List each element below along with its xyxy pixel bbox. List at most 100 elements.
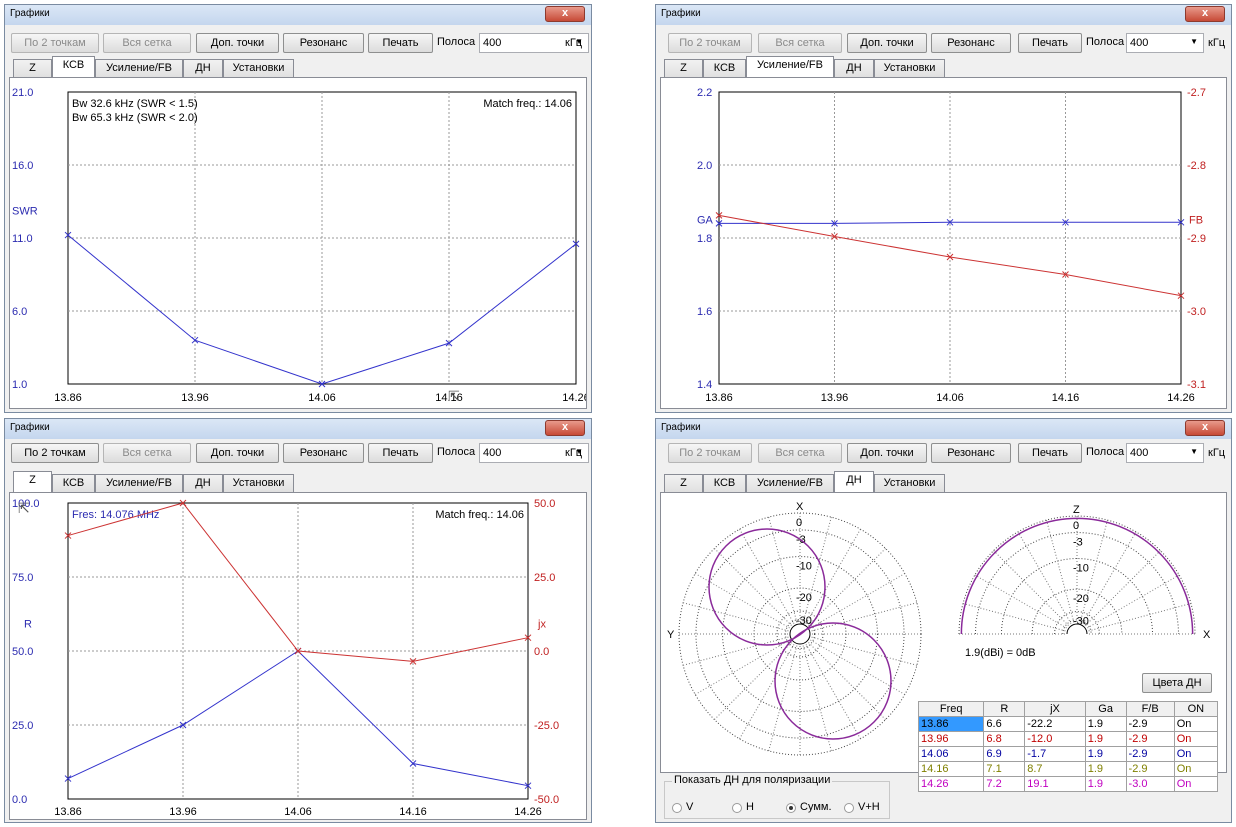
polar-spoke (714, 642, 792, 720)
tab-z[interactable]: Z (664, 59, 703, 77)
ring-label: -3 (1073, 537, 1083, 549)
chart-area: 100.0 75.0 50.0 25.0 0.0 50.0 25.0 0.0 -25.0 -50.… (9, 492, 587, 820)
table-row[interactable]: 14.26 7.2 19.1 1.9 -3.0 On (917, 776, 1219, 792)
full-grid-button[interactable]: Вся сетка (103, 443, 191, 463)
radio-v-plus-h[interactable] (844, 803, 854, 813)
radio-v-label: V (686, 801, 694, 813)
two-points-button[interactable]: По 2 точкам (668, 33, 752, 53)
radio-h[interactable] (732, 803, 742, 813)
tab-z[interactable]: Z (13, 471, 52, 492)
y-right-tick-label: 50.0 (534, 498, 555, 510)
tab-swr[interactable]: КСВ (703, 474, 746, 492)
title-bar[interactable]: Графики x (656, 419, 1231, 439)
title-bar[interactable]: Графики x (5, 419, 591, 439)
resonance-button[interactable]: Резонанс (931, 33, 1011, 53)
tab-swr[interactable]: КСВ (52, 474, 95, 492)
table-cell: 14.16 (917, 761, 985, 777)
pattern-colors-button[interactable]: Цвета ДН (1142, 673, 1212, 693)
resonance-button[interactable]: Резонанс (283, 33, 364, 53)
polar-spoke (962, 602, 1066, 632)
polar-spoke (1087, 574, 1180, 629)
table-row[interactable]: 13.96 6.8 -12.0 1.9 -2.9 On (917, 731, 1219, 747)
band-select[interactable]: 400 ▼ (479, 443, 589, 463)
chart-area: 21.0 16.0 11.0 6.0 1.0 13.86 13.96 14.06 14.16 14… (9, 77, 587, 409)
band-select[interactable]: 400 ▼ (1126, 443, 1204, 463)
full-grid-button[interactable]: Вся сетка (103, 33, 191, 53)
extra-points-button[interactable]: Доп. точки (847, 33, 927, 53)
tab-pattern[interactable]: ДН (183, 59, 223, 77)
two-points-button[interactable]: По 2 точкам (668, 443, 752, 463)
resonance-button[interactable]: Резонанс (931, 443, 1011, 463)
table-header-cell: Ga (1084, 701, 1127, 717)
tab-pattern[interactable]: ДН (834, 471, 874, 492)
close-button[interactable]: x (1185, 6, 1225, 22)
x-tick-label: 14.16 (1052, 392, 1080, 404)
window-impedance: Графики x По 2 точкам Вся сетка Доп. точк… (4, 418, 592, 823)
tab-gain-fb[interactable]: Усиление/FB (746, 474, 834, 492)
tab-swr[interactable]: КСВ (703, 59, 746, 77)
close-button[interactable]: x (545, 6, 585, 22)
tab-gain-fb[interactable]: Усиление/FB (95, 59, 183, 77)
table-cell: 6.9 (983, 746, 1026, 762)
table-row[interactable]: 14.06 6.9 -1.7 1.9 -2.9 On (917, 746, 1219, 762)
tab-z[interactable]: Z (664, 474, 703, 492)
table-row[interactable]: 14.16 7.1 8.7 1.9 -2.9 On (917, 761, 1219, 777)
polar-spoke (1082, 531, 1137, 624)
print-button[interactable]: Печать (1018, 33, 1082, 53)
print-button[interactable]: Печать (368, 33, 433, 53)
table-cell: 14.06 (917, 746, 985, 762)
table-cell: 1.9 (1084, 716, 1127, 732)
tab-pattern[interactable]: ДН (834, 59, 874, 77)
full-grid-button[interactable]: Вся сетка (758, 33, 842, 53)
extra-points-button[interactable]: Доп. точки (847, 443, 927, 463)
radio-v[interactable] (672, 803, 682, 813)
full-grid-button[interactable]: Вся сетка (758, 443, 842, 463)
data-point (572, 240, 580, 248)
radio-sum[interactable] (786, 803, 796, 813)
extra-points-button[interactable]: Доп. точки (196, 33, 279, 53)
data-point (294, 647, 302, 655)
table-header-cell: F/B (1125, 701, 1175, 717)
tab-settings[interactable]: Установки (223, 59, 294, 77)
window-title: Графики (661, 422, 701, 433)
x-tick-label: 14.06 (308, 392, 336, 404)
ring-label: -30 (1073, 616, 1089, 628)
x-tick-label: 14.06 (936, 392, 964, 404)
tab-pattern[interactable]: ДН (183, 474, 223, 492)
tab-swr[interactable]: КСВ (52, 56, 95, 77)
print-button[interactable]: Печать (368, 443, 433, 463)
tab-settings[interactable]: Установки (874, 474, 945, 492)
polar-spoke (811, 602, 918, 632)
title-bar[interactable]: Графики x (5, 5, 591, 25)
polar-spoke (1088, 602, 1192, 632)
data-point (715, 220, 723, 227)
band-select[interactable]: 400 ▼ (479, 33, 589, 53)
polar-spoke (768, 516, 798, 623)
polar-spoke (1045, 519, 1075, 623)
ring-label: -20 (796, 592, 812, 604)
print-button[interactable]: Печать (1018, 443, 1082, 463)
close-button[interactable]: x (545, 420, 585, 436)
band-label: Полоса (1086, 36, 1125, 48)
tab-settings[interactable]: Установки (874, 59, 945, 77)
band-select[interactable]: 400 ▼ (1126, 33, 1204, 53)
tab-gain-fb[interactable]: Усиление/FB (95, 474, 183, 492)
data-point (64, 532, 72, 539)
close-button[interactable]: x (1185, 420, 1225, 436)
table-cell: 6.6 (983, 716, 1026, 732)
title-bar[interactable]: Графики x (656, 5, 1231, 25)
table-cell: On (1173, 746, 1219, 762)
mouse-cursor-icon: ⇱ (18, 500, 30, 516)
extra-points-button[interactable]: Доп. точки (196, 443, 279, 463)
y-left-tick-label: 75.0 (12, 572, 33, 584)
y-right-axis-label: jx (537, 618, 546, 630)
y-tick-label: 11.0 (12, 233, 33, 245)
tab-gain-fb[interactable]: Усиление/FB (746, 56, 834, 77)
two-points-button[interactable]: По 2 точкам (11, 443, 99, 463)
mouse-cursor-icon: ⇱ (448, 388, 460, 404)
tab-z[interactable]: Z (13, 59, 52, 77)
table-row[interactable]: 13.86 6.6 -22.2 1.9 -2.9 On (917, 716, 1219, 732)
two-points-button[interactable]: По 2 точкам (11, 33, 99, 53)
resonance-button[interactable]: Резонанс (283, 443, 364, 463)
tab-settings[interactable]: Установки (223, 474, 294, 492)
